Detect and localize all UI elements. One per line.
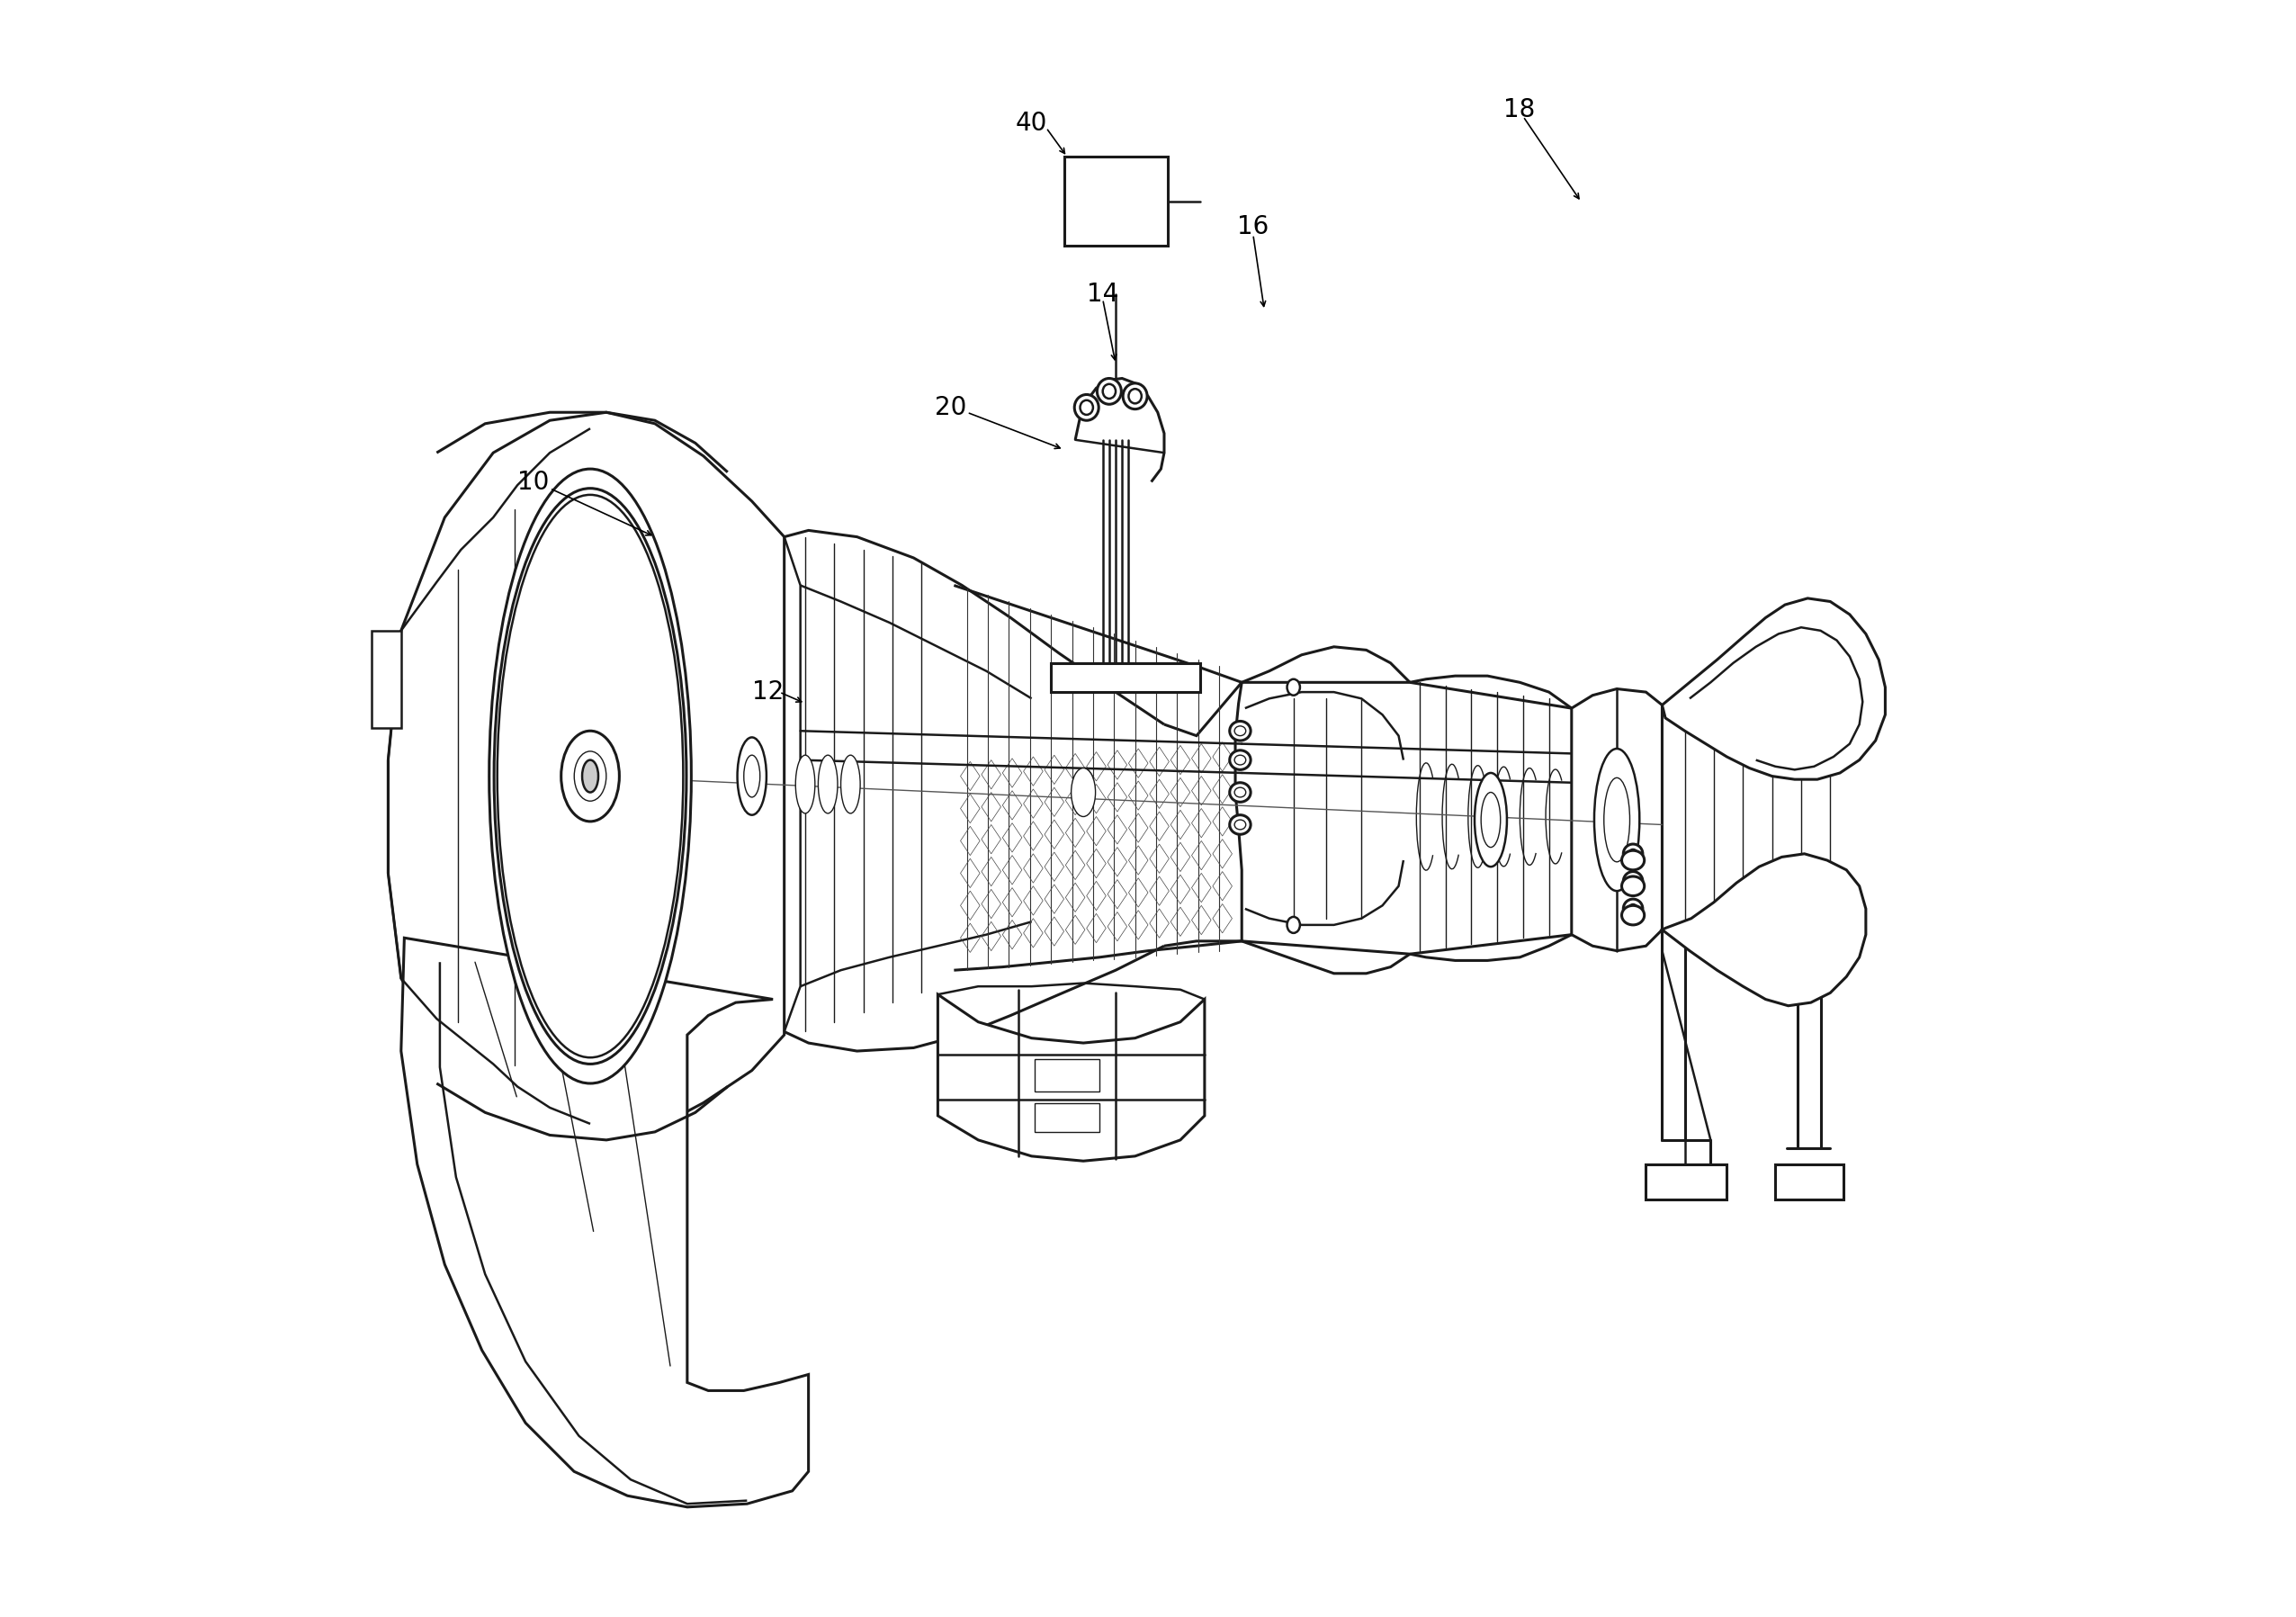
Polygon shape bbox=[388, 412, 785, 1140]
Text: 12: 12 bbox=[751, 679, 783, 705]
Polygon shape bbox=[402, 938, 808, 1507]
Bar bbox=[1646, 1164, 1727, 1200]
Ellipse shape bbox=[1231, 750, 1251, 770]
Polygon shape bbox=[1662, 598, 1885, 779]
Text: 14: 14 bbox=[1086, 281, 1118, 307]
Ellipse shape bbox=[840, 755, 861, 813]
Bar bbox=[1775, 1164, 1844, 1200]
Bar bbox=[1035, 1059, 1100, 1091]
Bar bbox=[1035, 1103, 1100, 1132]
Ellipse shape bbox=[794, 755, 815, 813]
Ellipse shape bbox=[1621, 906, 1644, 925]
Ellipse shape bbox=[1623, 844, 1642, 863]
Bar bbox=[372, 631, 402, 728]
Ellipse shape bbox=[1075, 395, 1100, 420]
Ellipse shape bbox=[583, 760, 599, 792]
Ellipse shape bbox=[1288, 917, 1300, 933]
Ellipse shape bbox=[1621, 851, 1644, 870]
Ellipse shape bbox=[1231, 783, 1251, 802]
Polygon shape bbox=[1570, 689, 1662, 951]
Bar bbox=[1063, 157, 1166, 246]
Ellipse shape bbox=[1621, 876, 1644, 896]
Ellipse shape bbox=[1072, 768, 1095, 817]
Ellipse shape bbox=[1288, 679, 1300, 695]
Ellipse shape bbox=[737, 737, 767, 815]
Text: 10: 10 bbox=[517, 469, 549, 495]
Ellipse shape bbox=[1623, 872, 1642, 891]
Ellipse shape bbox=[1474, 773, 1506, 867]
Text: 40: 40 bbox=[1015, 110, 1047, 136]
Bar bbox=[1052, 663, 1201, 692]
Ellipse shape bbox=[1123, 383, 1148, 409]
Ellipse shape bbox=[1593, 749, 1639, 891]
Text: 20: 20 bbox=[934, 395, 967, 420]
Ellipse shape bbox=[1097, 378, 1120, 404]
Polygon shape bbox=[1662, 854, 1867, 1006]
Ellipse shape bbox=[489, 469, 691, 1083]
Text: 16: 16 bbox=[1238, 213, 1270, 239]
Ellipse shape bbox=[1231, 721, 1251, 741]
Ellipse shape bbox=[1623, 899, 1642, 918]
Ellipse shape bbox=[1231, 815, 1251, 834]
Text: 18: 18 bbox=[1504, 97, 1536, 123]
Ellipse shape bbox=[817, 755, 838, 813]
Polygon shape bbox=[937, 994, 1205, 1161]
Ellipse shape bbox=[560, 731, 620, 821]
